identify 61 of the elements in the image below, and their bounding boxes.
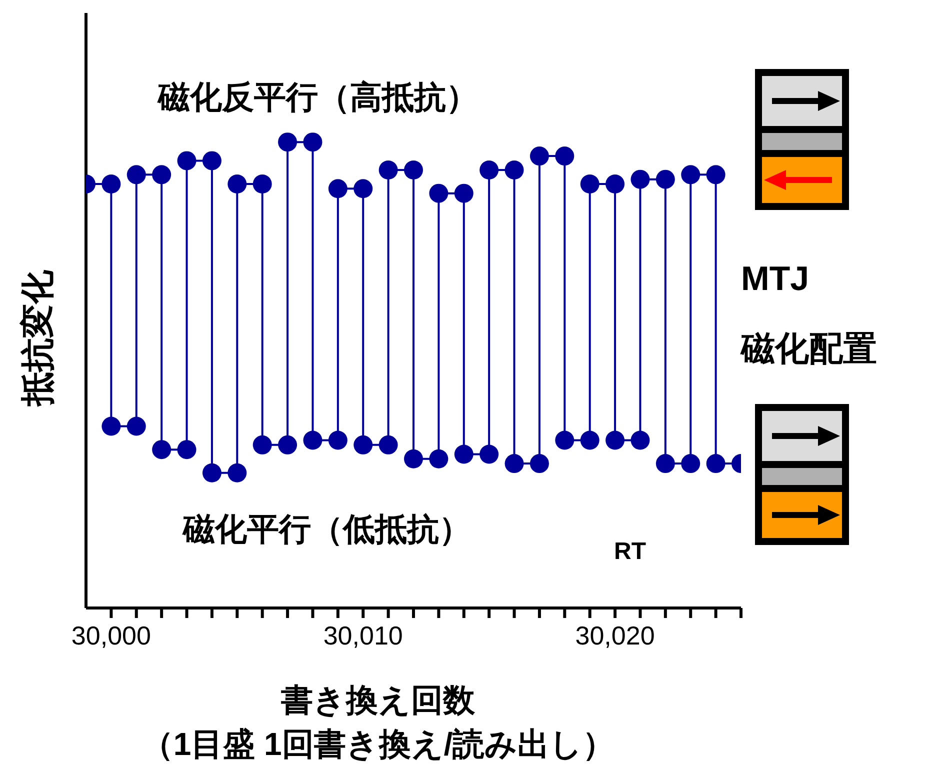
point — [354, 179, 373, 198]
point — [126, 416, 146, 436]
point — [228, 463, 247, 482]
annotation: MTJ — [741, 260, 809, 299]
point — [429, 449, 448, 468]
point — [152, 165, 172, 184]
x-axis-title: 書き換え回数 — [280, 681, 476, 720]
point — [404, 160, 423, 180]
y-axis-title: 抵抗変化 — [18, 270, 58, 406]
point — [354, 435, 373, 454]
point — [303, 132, 322, 152]
point — [706, 454, 726, 474]
x-tick-label: 30,010 — [323, 620, 403, 650]
point — [152, 440, 172, 460]
point — [177, 151, 196, 170]
point — [378, 160, 398, 180]
point — [480, 444, 499, 464]
point — [706, 165, 726, 184]
point — [530, 146, 549, 166]
point — [429, 184, 448, 203]
point — [252, 174, 272, 194]
point — [555, 430, 574, 450]
point — [580, 430, 600, 450]
point — [530, 454, 549, 474]
point — [606, 174, 625, 194]
point — [378, 435, 398, 454]
point — [454, 444, 474, 464]
point — [252, 435, 272, 454]
text: （1目盛 1回書き換え/読み出し） — [140, 725, 616, 764]
point — [454, 184, 474, 203]
point — [102, 416, 121, 436]
point — [656, 454, 675, 474]
point — [278, 435, 298, 454]
point — [630, 430, 650, 450]
point — [580, 174, 600, 194]
point — [228, 174, 247, 194]
point — [681, 165, 700, 184]
point — [328, 179, 348, 198]
point — [555, 146, 574, 166]
point — [177, 440, 196, 460]
point — [681, 454, 700, 474]
point — [202, 151, 222, 170]
point — [606, 430, 625, 450]
point — [656, 170, 675, 189]
text: 磁化反平行（高抵抗） — [158, 78, 478, 117]
point — [630, 170, 650, 189]
point — [278, 132, 298, 152]
point — [504, 160, 524, 180]
point — [126, 165, 146, 184]
point — [504, 454, 524, 474]
point — [303, 430, 322, 450]
annotation: 磁化配置 — [741, 329, 877, 370]
point — [202, 463, 222, 482]
annotation: 磁化平行（低抵抗） — [183, 510, 471, 549]
point — [102, 174, 121, 194]
point — [404, 449, 423, 468]
x-tick-label: 30,000 — [71, 620, 151, 650]
point — [328, 430, 348, 450]
x-tick-label: 30,020 — [575, 620, 655, 650]
annotation: RT — [614, 538, 646, 566]
point — [480, 160, 499, 180]
